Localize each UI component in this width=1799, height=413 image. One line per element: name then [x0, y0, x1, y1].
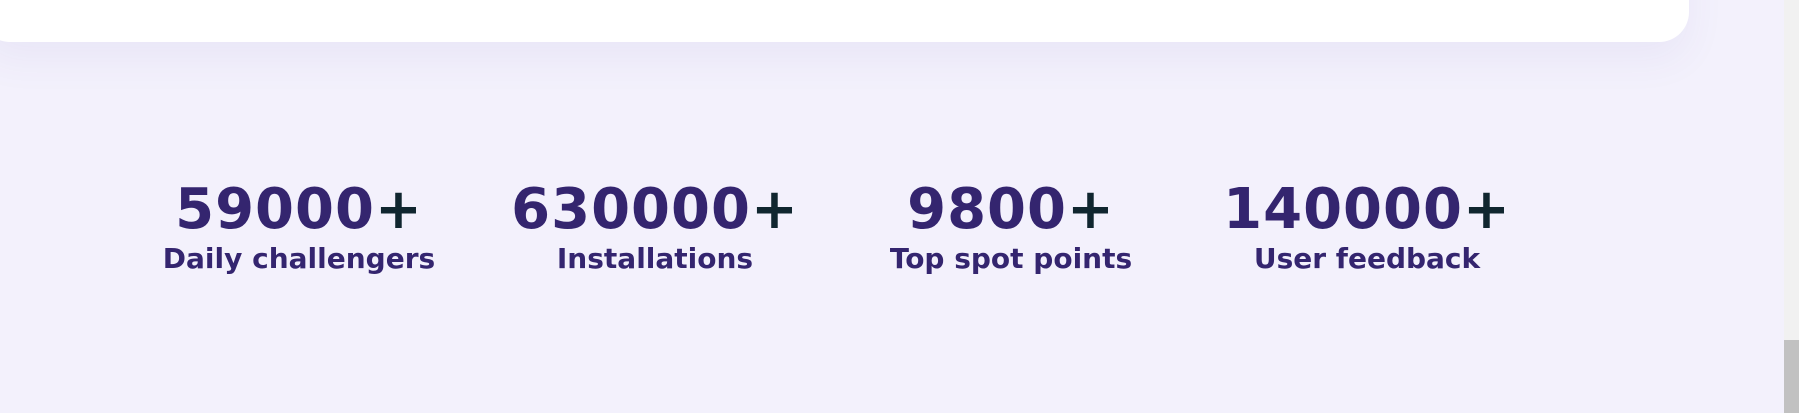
stat-label: User feedback	[1253, 242, 1481, 275]
stat-number: 630000	[511, 177, 751, 242]
stat-label: Top spot points	[889, 242, 1133, 275]
plus-sign: +	[374, 177, 423, 242]
stat-value: 59000+	[139, 178, 459, 242]
stats-row: 59000+ Daily challengers 630000+ Install…	[0, 178, 1784, 288]
scrollbar-track[interactable]	[1784, 0, 1799, 413]
top-card	[0, 0, 1689, 42]
stat-label: Daily challengers	[162, 242, 436, 275]
plus-sign: +	[1462, 177, 1511, 242]
stat-value: 140000+	[1207, 178, 1527, 242]
plus-sign: +	[750, 177, 799, 242]
stat-top-spot-points: 9800+ Top spot points	[851, 178, 1171, 276]
stat-number: 140000	[1223, 177, 1463, 242]
stat-value: 630000+	[495, 178, 815, 242]
plus-sign: +	[1066, 177, 1115, 242]
scrollbar-thumb[interactable]	[1784, 340, 1799, 413]
stat-label: Installations	[556, 242, 754, 275]
stat-user-feedback: 140000+ User feedback	[1207, 178, 1527, 276]
stat-number: 9800	[907, 177, 1067, 242]
stat-daily-challengers: 59000+ Daily challengers	[139, 178, 459, 276]
stat-number: 59000	[175, 177, 375, 242]
stat-value: 9800+	[851, 178, 1171, 242]
stat-installations: 630000+ Installations	[495, 178, 815, 276]
